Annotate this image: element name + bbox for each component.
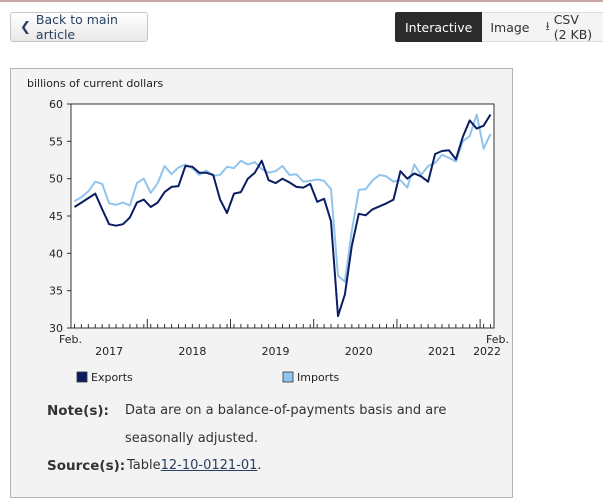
legend-label-imports: Imports [297, 371, 340, 384]
back-to-article-button[interactable]: ❮ Back to main article [10, 12, 148, 42]
y-axis-label: billions of current dollars [27, 77, 164, 90]
y-tick-label: 50 [49, 173, 63, 186]
x-start-label: Feb. [59, 333, 82, 346]
x-tick-label: 2022 [473, 345, 501, 358]
note-text-line1: Data are on a balance-of-payments basis … [125, 403, 446, 419]
view-tabs: Interactive Image ⭳ CSV (2 KB) [395, 12, 603, 42]
back-button-label: Back to main article [36, 12, 147, 42]
y-tick-label: 35 [49, 285, 63, 298]
x-tick-label: 2021 [428, 345, 456, 358]
note-text-line2: seasonally adjusted. [125, 431, 258, 446]
plot-area [71, 104, 494, 328]
legend-swatch-exports [77, 372, 87, 382]
note-row-2: seasonally adjusted. [125, 431, 258, 446]
x-tick-label: 2020 [345, 345, 373, 358]
source-table-link[interactable]: 12-10-0121-01 [161, 458, 258, 474]
line-chart: billions of current dollars3035404550556… [11, 69, 514, 489]
tab-csv-download[interactable]: ⭳ CSV (2 KB) [538, 12, 603, 42]
legend-label-exports: Exports [91, 371, 133, 384]
source-suffix: . [257, 458, 261, 474]
source-row: Source(s): Table 12-10-0121-01 . [47, 458, 262, 474]
y-tick-label: 55 [49, 135, 63, 148]
tab-csv-label: CSV (2 KB) [554, 12, 595, 42]
tab-interactive-label: Interactive [405, 20, 472, 35]
note-label: Note(s): [47, 403, 125, 419]
chevron-left-icon: ❮ [20, 20, 31, 35]
note-row-1: Note(s): Data are on a balance-of-paymen… [47, 403, 446, 419]
x-tick-label: 2019 [262, 345, 290, 358]
top-rule [0, 0, 603, 2]
source-label: Source(s): [47, 458, 127, 474]
tab-interactive[interactable]: Interactive [395, 12, 482, 42]
y-tick-label: 60 [49, 98, 63, 111]
x-tick-label: 2017 [95, 345, 123, 358]
legend-swatch-imports [283, 372, 293, 382]
source-prefix: Table [127, 458, 161, 474]
x-tick-label: 2018 [178, 345, 206, 358]
tab-image-label: Image [490, 20, 529, 35]
x-end-label: Feb. [486, 333, 509, 346]
y-tick-label: 40 [49, 247, 63, 260]
download-icon: ⭳ [546, 17, 550, 38]
tab-image[interactable]: Image [482, 12, 537, 42]
y-tick-label: 45 [49, 210, 63, 223]
